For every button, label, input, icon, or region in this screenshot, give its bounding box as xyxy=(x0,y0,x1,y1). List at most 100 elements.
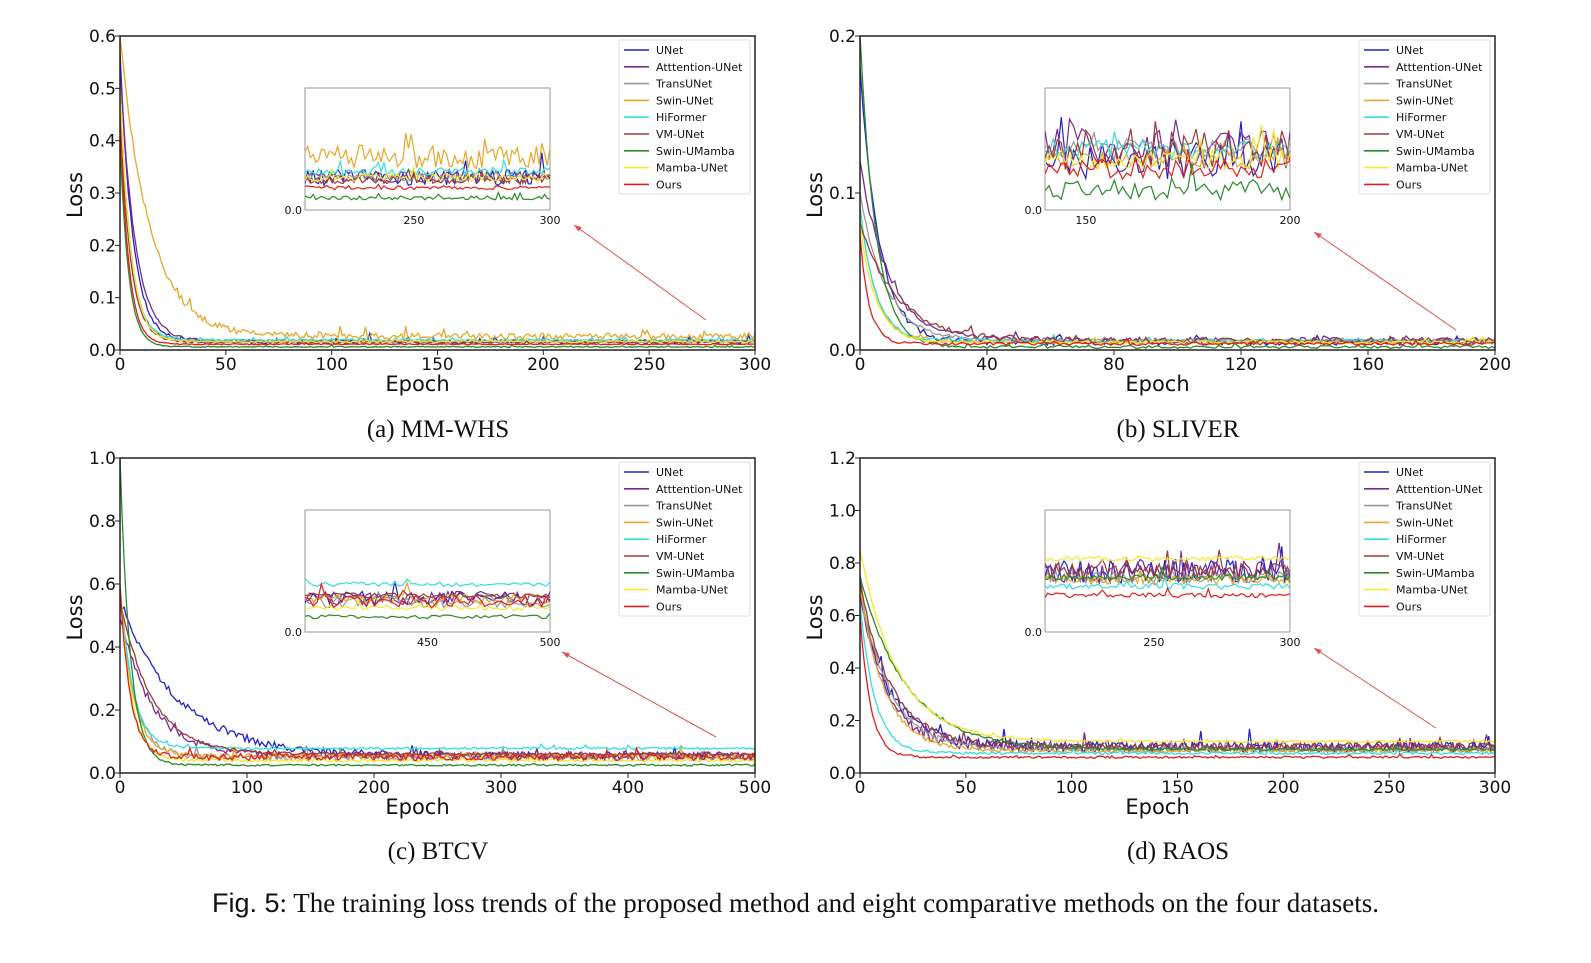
x-tick-label: 0 xyxy=(115,778,126,798)
subcaption-b: (b) SLIVER xyxy=(1116,416,1240,443)
y-tick-label: 0.0 xyxy=(89,764,116,784)
legend-box xyxy=(1358,461,1491,617)
y-tick-label: 0.1 xyxy=(89,289,116,309)
inset-line-mamba-unet xyxy=(1045,555,1290,563)
x-tick-label: 200 xyxy=(1267,778,1299,798)
legend-label: Atttention-UNet xyxy=(1396,61,1483,74)
series-group xyxy=(120,36,755,349)
y-tick-label: 0.2 xyxy=(829,712,856,732)
series-group xyxy=(120,458,755,767)
x-tick-label: 50 xyxy=(955,778,977,798)
legend-box xyxy=(618,39,751,195)
y-tick-label: 1.0 xyxy=(89,449,116,469)
x-tick-label: 300 xyxy=(739,355,771,375)
x-tick-label: 250 xyxy=(1373,778,1405,798)
inset-x-tick-label: 150 xyxy=(1075,214,1096,227)
legend-label: UNet xyxy=(1396,466,1424,479)
x-tick-label: 150 xyxy=(1161,778,1193,798)
inset-line-swin-umamba xyxy=(305,190,550,202)
y-tick-label: 0.8 xyxy=(829,554,856,574)
x-tick-label: 100 xyxy=(1055,778,1087,798)
x-tick-label: 50 xyxy=(215,355,237,375)
inset-line-unet xyxy=(1045,117,1290,181)
x-tick-label: 160 xyxy=(1352,355,1384,375)
y-axis-label: Loss xyxy=(63,172,87,218)
legend-label: UNet xyxy=(656,44,684,57)
x-tick-label: 150 xyxy=(421,355,453,375)
inset-line-swin-umamba xyxy=(305,613,550,620)
subcaption-a: (a) MM-WHS xyxy=(366,416,510,443)
inset-y-tick-label: 0.0 xyxy=(285,626,303,639)
legend: UNet Atttention-UNet TransUNet Swin-UNet HiF… xyxy=(618,39,751,195)
legend-label: Mamba-UNet xyxy=(656,584,729,597)
zoom-arrow xyxy=(1313,647,1437,729)
inset-line-unet xyxy=(1045,546,1290,584)
inset-line-swin-unet xyxy=(305,133,550,170)
x-tick-label: 0 xyxy=(115,355,126,375)
legend-label: Swin-UMamba xyxy=(656,145,735,158)
x-tick-label: 200 xyxy=(358,778,390,798)
x-tick-label: 0 xyxy=(855,355,866,375)
legend-label: Atttention-UNet xyxy=(656,483,743,496)
legend-label: Swin-UMamba xyxy=(656,567,735,580)
chart-panel: 0 50 100 150 200 250 300 0.0 0.1 0.2 0.3 0.4 0.5 0.6 E… xyxy=(63,27,771,396)
legend-label: Swin-UNet xyxy=(656,94,714,107)
x-tick-label: 100 xyxy=(231,778,263,798)
series-group xyxy=(860,549,1495,760)
figure-caption: Fig. 5: The training loss trends of the … xyxy=(0,888,1591,919)
x-tick-label: 120 xyxy=(1225,355,1257,375)
subcaption-d: (d) RAOS xyxy=(1126,838,1230,865)
legend-label: Ours xyxy=(656,600,682,613)
inset-x-tick-label: 300 xyxy=(1280,636,1301,649)
inset-line-vm-unet xyxy=(305,589,550,599)
zoom-arrow xyxy=(573,224,707,321)
inset-x-tick-label: 300 xyxy=(540,214,561,227)
y-tick-label: 0.0 xyxy=(829,764,856,784)
y-tick-label: 0.6 xyxy=(89,575,116,595)
inset-frame xyxy=(304,509,551,633)
zoom-arrow-head xyxy=(562,652,570,659)
inset-x-tick-label: 200 xyxy=(1280,214,1301,227)
legend-label: UNet xyxy=(656,466,684,479)
x-tick-label: 250 xyxy=(633,355,665,375)
inset-series-group xyxy=(1045,542,1290,599)
legend-label: HiFormer xyxy=(1396,533,1447,546)
x-axis-label: Epoch xyxy=(1125,795,1189,819)
inset-line-swin-unet xyxy=(1045,137,1290,170)
y-tick-label: 0.4 xyxy=(89,132,116,152)
series-line-ours xyxy=(120,585,755,762)
x-axis-label: Epoch xyxy=(1125,372,1189,396)
legend-box xyxy=(1358,39,1491,195)
zoom-arrow xyxy=(1313,231,1457,331)
legend-label: HiFormer xyxy=(656,533,707,546)
y-tick-label: 1.0 xyxy=(829,502,856,522)
inset-y-tick-label: 0.0 xyxy=(1025,204,1043,217)
series-line-mamba-unet xyxy=(860,223,1495,345)
y-tick-label: 0.0 xyxy=(829,341,856,361)
series-line-vm-unet xyxy=(860,222,1495,345)
series-line-ours xyxy=(120,114,755,346)
series-line-mamba-unet xyxy=(120,88,755,344)
legend-label: Swin-UNet xyxy=(1396,516,1454,529)
series-line-hiformer xyxy=(860,602,1495,756)
series-line-hiformer xyxy=(860,207,1495,343)
legend-label: UNet xyxy=(1396,44,1424,57)
inset-x-tick-label: 500 xyxy=(540,636,561,649)
series-line-swin-umamba xyxy=(120,140,755,349)
y-tick-label: 0.8 xyxy=(89,512,116,532)
legend-label: Ours xyxy=(656,178,682,191)
series-line-mamba-unet xyxy=(860,549,1495,744)
inset-y-tick-label: 0.0 xyxy=(285,204,303,217)
legend-box xyxy=(618,461,751,617)
y-axis-label: Loss xyxy=(803,172,827,218)
figure-caption-label: Fig. 5 xyxy=(211,888,280,918)
y-tick-label: 0.4 xyxy=(89,638,116,658)
zoom-arrow-head xyxy=(1314,232,1322,239)
chart-panel: 0 50 100 150 200 250 300 0.0 0.2 0.4 0.6 0.8 1.0 1.2 E… xyxy=(803,449,1511,819)
inset-series-group xyxy=(305,577,550,620)
legend-label: VM-UNet xyxy=(1396,550,1445,563)
inset-line-vm-unet xyxy=(1045,121,1290,170)
inset-series-group xyxy=(1045,117,1290,202)
legend-label: VM-UNet xyxy=(656,550,705,563)
